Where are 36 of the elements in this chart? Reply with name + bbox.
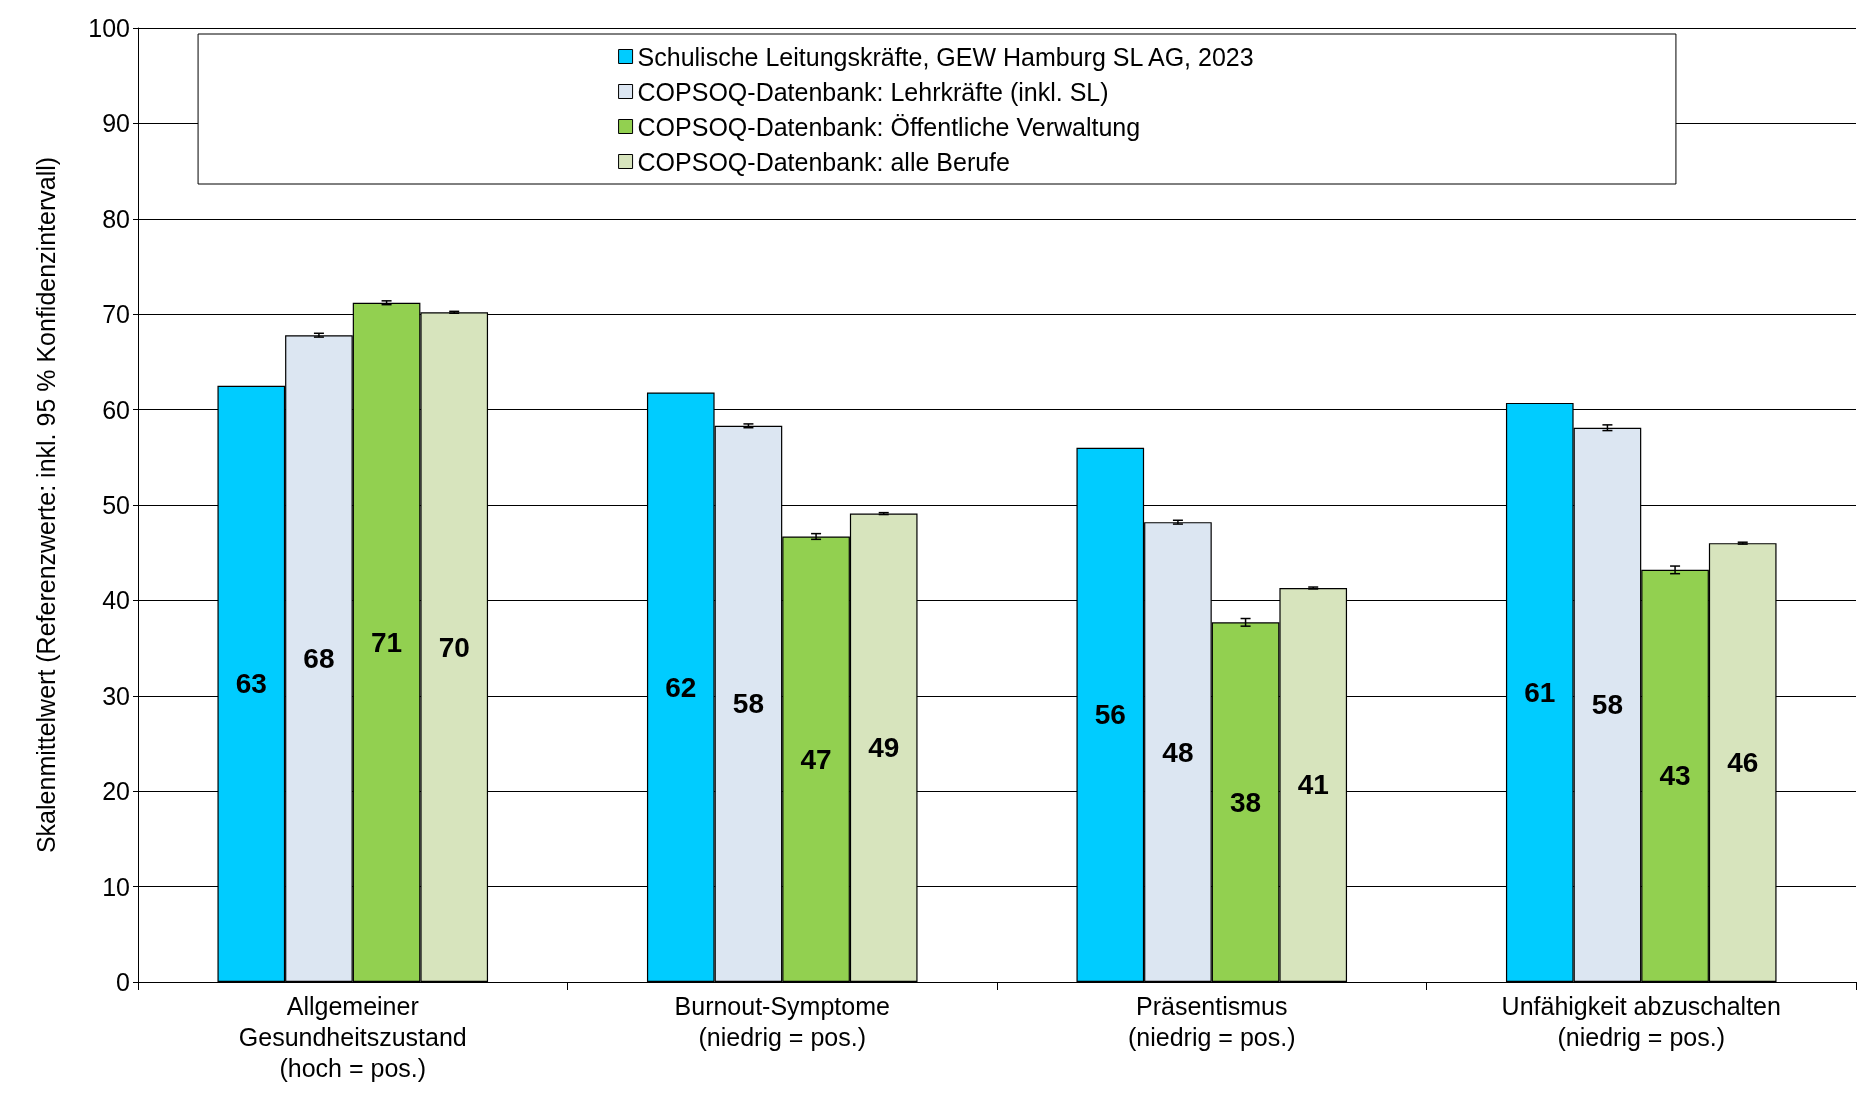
x-tick-label: Unfähigkeit abzuschalten (niedrig = pos.) <box>1501 991 1781 1051</box>
data-label: 56 <box>1094 699 1126 731</box>
y-tick-label: 90 <box>102 109 130 138</box>
data-label: 63 <box>235 668 267 700</box>
y-tick-label: 80 <box>102 204 130 233</box>
y-tick-label: 0 <box>116 968 130 996</box>
legend-label: COPSOQ-Datenbank: Öffentliche Verwaltung <box>637 112 1141 141</box>
y-tick-label: 20 <box>102 777 130 806</box>
data-label: 47 <box>800 743 832 775</box>
data-label: 49 <box>868 732 900 764</box>
y-tick-label: 40 <box>102 586 130 615</box>
data-label: 46 <box>1727 747 1759 779</box>
legend-label: COPSOQ-Datenbank: alle Berufe <box>637 147 1010 176</box>
y-tick-label: 70 <box>102 300 130 329</box>
y-axis-title: Skalenmittelwert (Referenzwerte: inkl. 95 % Konfidenzintervall) <box>31 156 60 854</box>
data-label: 70 <box>438 631 470 663</box>
x-tick-label: Allgemeiner Gesundheitszustand (hoch = pos.) <box>238 991 467 1082</box>
x-tick-label: Burnout-Symptome (niedrig = pos.) <box>674 991 890 1051</box>
data-label: 58 <box>1591 689 1624 721</box>
data-label: 68 <box>303 643 335 675</box>
data-label: 41 <box>1297 769 1329 801</box>
y-tick-label: 10 <box>102 872 130 901</box>
data-label: 43 <box>1659 760 1691 792</box>
data-label: 62 <box>665 671 697 703</box>
data-label: 61 <box>1524 676 1556 708</box>
data-label: 38 <box>1229 786 1262 818</box>
legend-label: COPSOQ-Datenbank: Lehrkräfte (inkl. SL) <box>637 77 1109 106</box>
data-label: 71 <box>370 626 403 658</box>
data-label: 48 <box>1162 736 1194 768</box>
y-tick-label: 60 <box>102 395 130 424</box>
x-tick-label: Präsentismus (niedrig = pos.) <box>1128 991 1296 1051</box>
y-tick-label: 50 <box>102 491 130 519</box>
y-tick-label: 30 <box>102 681 130 710</box>
data-label: 58 <box>732 688 765 720</box>
legend-label: Schulische Leitungskräfte, GEW Hamburg SL AG, 2023 <box>637 42 1254 71</box>
y-tick-label: 100 <box>88 14 130 42</box>
